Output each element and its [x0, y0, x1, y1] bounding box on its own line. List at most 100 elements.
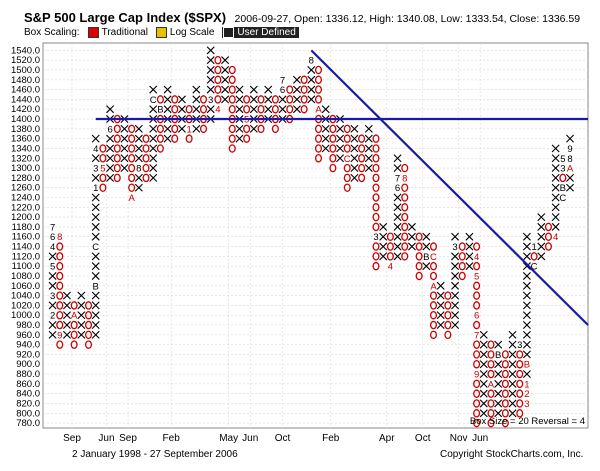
pnf-x	[235, 134, 244, 143]
month-marker: 9	[567, 144, 572, 155]
pnf-x	[192, 105, 201, 114]
pnf-x	[393, 222, 402, 231]
pnf-o	[401, 232, 409, 241]
month-marker: 6	[474, 311, 479, 322]
month-marker: B	[560, 183, 566, 194]
pnf-x	[278, 105, 287, 114]
pnf-x	[292, 105, 301, 114]
pnf-o	[487, 399, 495, 408]
pnf-o	[358, 163, 366, 173]
x-tick-label: Nov	[450, 433, 468, 444]
log-scale-swatch	[155, 27, 167, 38]
y-tick-label: 800.0	[16, 408, 40, 419]
pnf-o	[128, 144, 136, 153]
pnf-o	[501, 389, 509, 398]
pnf-o	[429, 330, 438, 340]
pnf-x	[91, 222, 100, 231]
pnf-x	[149, 124, 158, 133]
pnf-x	[292, 75, 301, 84]
pnf-x	[249, 85, 258, 94]
pnf-o	[257, 104, 265, 114]
pnf-o	[156, 144, 164, 153]
y-tick-label: 1020.0	[11, 300, 40, 311]
pnf-o	[113, 134, 121, 143]
pnf-x	[278, 95, 287, 104]
pnf-x	[62, 301, 71, 310]
pnf-x	[479, 379, 488, 388]
pnf-x	[508, 409, 517, 418]
pnf-o	[286, 85, 294, 94]
pnf-x	[91, 262, 100, 271]
ohlc-readout: 2006-09-27, Open: 1336.12, High: 1340.08…	[234, 13, 581, 25]
pnf-x	[551, 203, 560, 212]
pnf-o	[372, 242, 380, 251]
pnf-x	[48, 330, 57, 339]
pnf-x	[350, 134, 359, 143]
pnf-x	[91, 173, 100, 182]
pnf-o	[113, 163, 121, 173]
scaling-option-traditional[interactable]: Traditional	[87, 27, 148, 38]
pnf-x	[436, 281, 445, 290]
pnf-x	[350, 164, 359, 173]
pnf-o	[171, 95, 179, 104]
pnf-x	[106, 164, 115, 173]
pnf-x	[522, 350, 531, 359]
month-marker: 8	[567, 154, 572, 165]
pnf-x	[48, 271, 57, 280]
pnf-o	[487, 369, 495, 379]
pnf-o	[271, 95, 279, 104]
pnf-o	[214, 65, 222, 75]
pnf-o	[56, 310, 64, 320]
pnf-x	[522, 321, 531, 329]
pnf-x	[321, 105, 330, 114]
pnf-o	[429, 301, 438, 310]
y-tick-label: 860.0	[16, 379, 40, 390]
pnf-x	[393, 154, 402, 163]
pnf-x	[206, 75, 215, 84]
month-marker: 7	[280, 75, 285, 86]
pnf-x	[551, 154, 560, 163]
y-tick-label: 1440.0	[11, 94, 40, 105]
pnf-o	[501, 350, 509, 359]
pnf-x	[522, 311, 531, 320]
pnf-x	[221, 95, 230, 104]
pnf-x	[206, 105, 215, 114]
pnf-x	[249, 95, 258, 104]
pnf-o	[473, 261, 481, 271]
x-tick-label: Jun	[472, 433, 488, 444]
y-tick-label: 1540.0	[11, 45, 40, 56]
pnf-x	[163, 95, 172, 104]
pnf-x	[451, 281, 460, 290]
pnf-x	[149, 134, 158, 143]
scaling-option-log[interactable]: Log Scale	[155, 27, 214, 38]
pnf-x	[451, 321, 460, 329]
pnf-o	[99, 183, 107, 192]
pnf-x	[422, 232, 431, 241]
pnf-x	[393, 242, 402, 251]
month-marker: 4	[215, 105, 220, 116]
pnf-x	[508, 330, 517, 339]
pnf-o	[501, 399, 509, 408]
pnf-x	[407, 222, 416, 231]
pnf-x	[134, 134, 143, 143]
pnf-o	[214, 95, 222, 104]
pnf-o	[429, 261, 438, 271]
pnf-o	[113, 154, 121, 163]
month-marker: B	[423, 252, 429, 263]
pnf-o	[300, 95, 308, 104]
pnf-x	[522, 330, 531, 339]
pnf-o	[343, 124, 351, 134]
y-tick-label: 1180.0	[12, 222, 40, 233]
scaling-option-user-defined[interactable]: User Defined	[222, 27, 299, 38]
y-tick-label: 1320.0	[11, 153, 40, 164]
pnf-x	[508, 340, 517, 349]
pnf-x	[307, 65, 316, 74]
pnf-x	[91, 203, 100, 212]
pnf-o	[142, 163, 150, 173]
pnf-x	[551, 193, 560, 202]
pnf-o	[243, 134, 251, 143]
pnf-o	[300, 75, 308, 85]
y-tick-label: 1040.0	[11, 291, 40, 302]
pnf-o	[473, 350, 481, 359]
month-marker: 3	[452, 242, 457, 253]
